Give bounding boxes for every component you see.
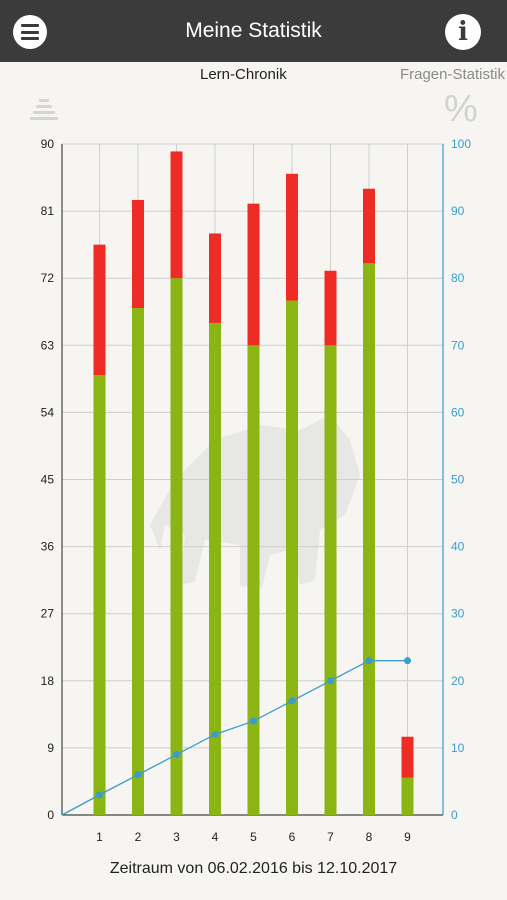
- tab-lern-chronik[interactable]: Lern-Chronik: [200, 66, 287, 83]
- bar-segment-correct: [132, 308, 144, 815]
- bar-segment-wrong: [93, 244, 106, 376]
- line-point: [404, 657, 411, 665]
- bar-segment-wrong: [247, 203, 260, 346]
- tab-fragen-statistik[interactable]: Fragen-Statistik: [399, 66, 505, 83]
- y-left-tick-label: 27: [41, 607, 55, 621]
- line-series: [61, 660, 408, 816]
- bar-segment-correct: [93, 375, 106, 815]
- bar-segment-correct: [363, 263, 375, 815]
- hamburger-menu-icon[interactable]: [13, 15, 47, 49]
- line-point: [173, 751, 180, 759]
- x-tick-label: 7: [327, 830, 334, 844]
- x-tick-label: 6: [289, 830, 296, 844]
- chart-area: 0918273645546372819001020304050607080901…: [41, 137, 472, 844]
- x-tick-label: 2: [135, 830, 142, 844]
- bar-segment-wrong: [132, 199, 144, 309]
- y-right-tick-label: 90: [451, 204, 465, 218]
- line-point: [96, 791, 103, 799]
- y-right-tick-label: 40: [451, 540, 465, 554]
- bar-segment-wrong: [324, 270, 337, 346]
- y-left-tick-label: 90: [41, 137, 55, 151]
- y-left-tick-label: 36: [41, 540, 55, 554]
- percent-icon[interactable]: %: [444, 88, 478, 130]
- line-point: [211, 730, 219, 738]
- bar-segment-wrong: [286, 173, 298, 301]
- bar-segment-correct: [247, 345, 260, 815]
- y-left-tick-label: 63: [41, 338, 55, 352]
- line-point: [250, 717, 257, 725]
- line-point: [288, 697, 296, 705]
- x-tick-label: 8: [366, 830, 373, 844]
- bar-segment-wrong: [170, 151, 183, 279]
- y-right-tick-label: 50: [451, 473, 465, 487]
- bar-segment-correct: [170, 278, 183, 815]
- x-tick-label: 5: [250, 830, 257, 844]
- stacked-bars-icon[interactable]: [30, 97, 58, 121]
- y-right-tick-label: 20: [451, 674, 465, 688]
- x-tick-label: 1: [96, 830, 103, 844]
- y-left-tick-label: 0: [47, 808, 54, 822]
- y-right-tick-label: 0: [451, 808, 458, 822]
- y-right-tick-label: 100: [451, 137, 471, 151]
- y-right-tick-label: 80: [451, 271, 465, 285]
- line-point: [365, 657, 373, 665]
- bar-segment-wrong: [209, 233, 221, 323]
- y-left-tick-label: 18: [41, 674, 55, 688]
- y-right-tick-label: 30: [451, 607, 465, 621]
- page-title: Meine Statistik: [185, 19, 322, 42]
- y-right-tick-label: 60: [451, 405, 465, 419]
- bar-segment-wrong: [401, 736, 414, 778]
- bar-segment-correct: [401, 777, 414, 815]
- y-left-tick-label: 9: [47, 741, 54, 755]
- y-left-tick-label: 54: [41, 405, 55, 419]
- top-app-bar: Meine Statistik i: [0, 0, 507, 62]
- tab-bar: Lern-Chronik Fragen-Statistik: [0, 62, 507, 90]
- y-left-tick-label: 72: [41, 271, 55, 285]
- info-icon[interactable]: i: [445, 14, 481, 50]
- bar-segment-correct: [209, 322, 221, 815]
- y-right-tick-label: 70: [451, 338, 465, 352]
- x-tick-label: 3: [173, 830, 180, 844]
- y-left-tick-label: 45: [41, 473, 55, 487]
- y-right-tick-label: 10: [451, 741, 465, 755]
- bar-segment-correct: [324, 345, 337, 815]
- line-point: [327, 677, 334, 685]
- line-point: [134, 771, 142, 779]
- bar-segment-correct: [286, 300, 298, 815]
- bar-segment-wrong: [363, 188, 375, 264]
- x-tick-label: 4: [212, 830, 219, 844]
- x-tick-label: 9: [404, 830, 411, 844]
- period-label: Zeitraum von 06.02.2016 bis 12.10.2017: [109, 860, 398, 877]
- y-left-tick-label: 81: [41, 204, 55, 218]
